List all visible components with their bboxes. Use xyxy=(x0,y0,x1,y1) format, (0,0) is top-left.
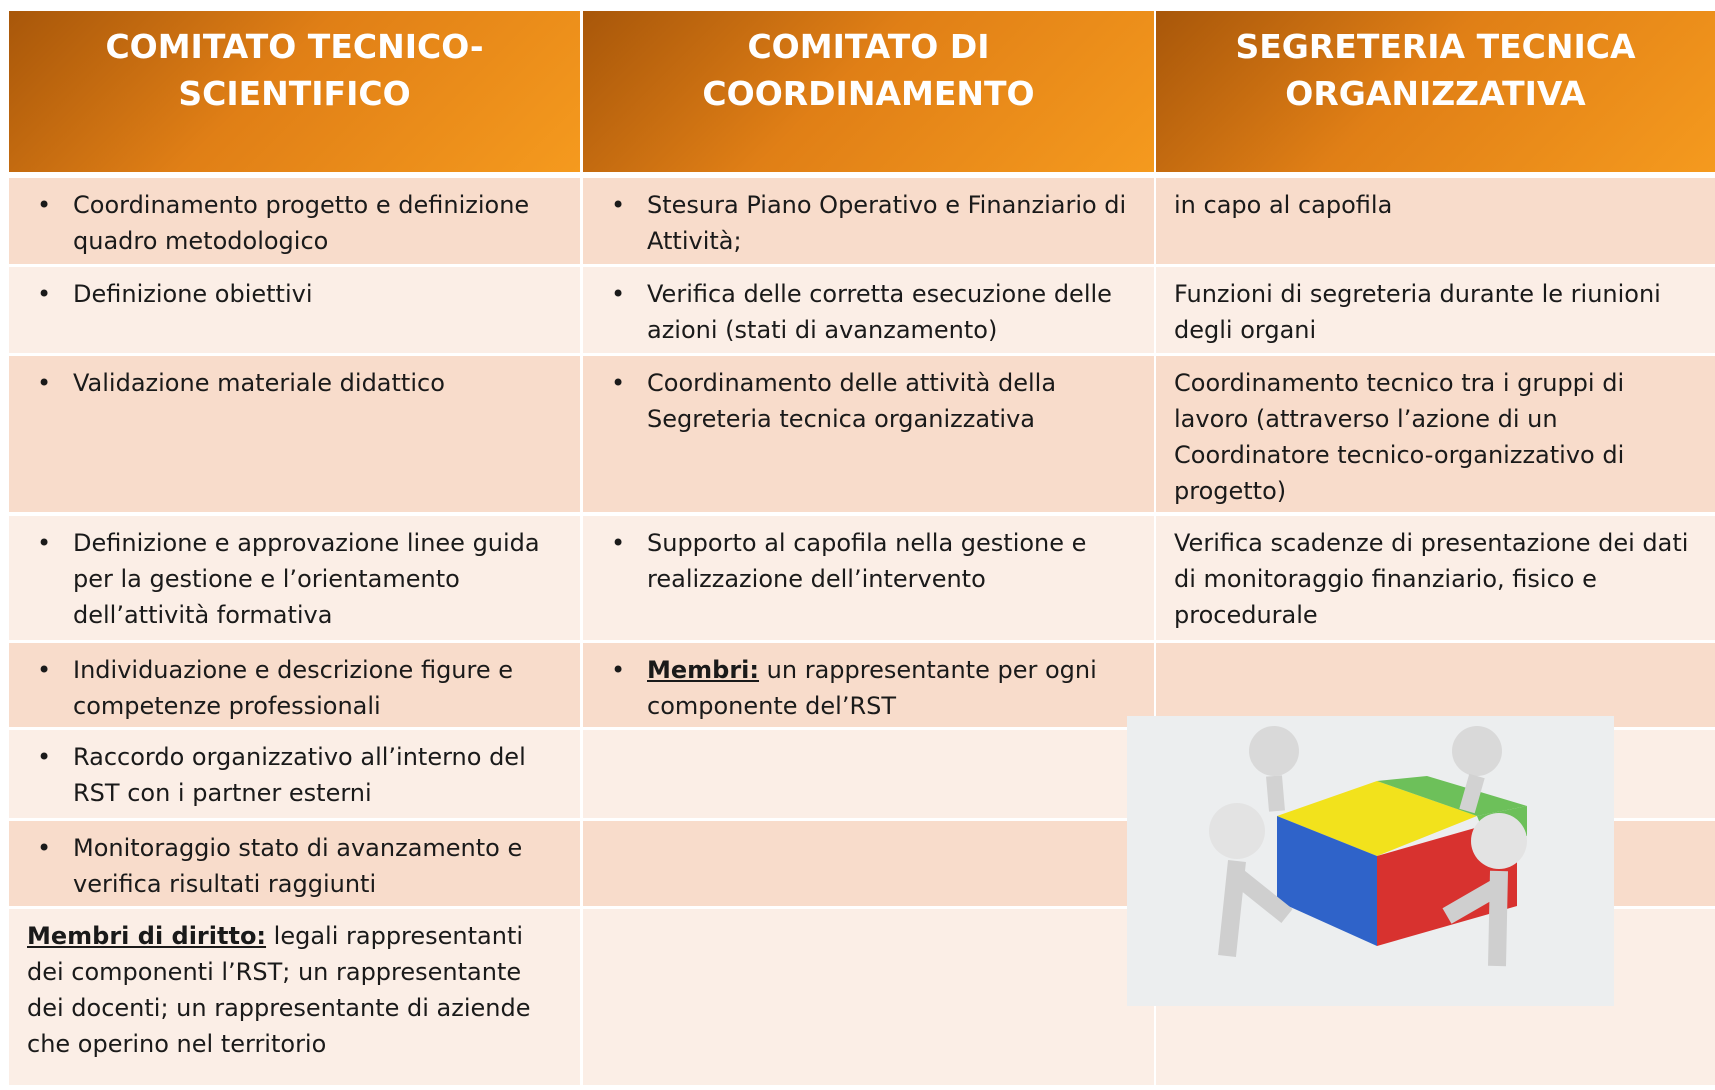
text: Individuazione e descrizione figure e co… xyxy=(73,656,514,720)
table-cell: Definizione obiettivi xyxy=(9,267,580,353)
text: Validazione materiale didattico xyxy=(73,369,445,397)
table-cell: Coordinamento delle attività della Segre… xyxy=(583,356,1154,512)
table-cell: Validazione materiale didattico xyxy=(9,356,580,512)
table-cell: Coordinamento progetto e definizione qua… xyxy=(9,178,580,264)
table-cell: Verifica delle corretta esecuzione delle… xyxy=(583,267,1154,353)
text: Coordinamento delle attività della Segre… xyxy=(647,369,1057,433)
table-cell xyxy=(1156,643,1715,727)
column-heading: COMITATO TECNICO-SCIENTIFICO xyxy=(9,11,580,172)
lab: Membri di diritto: xyxy=(27,922,267,950)
text: Definizione obiettivi xyxy=(73,280,313,308)
column-heading: COMITATO DI COORDINAMENTO xyxy=(583,11,1154,172)
table-cell: Raccordo organizzativo all’interno del R… xyxy=(9,730,580,818)
text: Verifica delle corretta esecuzione delle… xyxy=(647,280,1112,344)
text: Funzioni di segreteria durante le riunio… xyxy=(1174,280,1661,344)
table-cell: in capo al capofila xyxy=(1156,178,1715,264)
text: Verifica scadenze di presentazione dei d… xyxy=(1174,529,1689,629)
column-heading: SEGRETERIA TECNICA ORGANIZZATIVA xyxy=(1156,11,1715,172)
text: COMITATO TECNICO-SCIENTIFICO xyxy=(105,27,484,113)
table-cell: Verifica scadenze di presentazione dei d… xyxy=(1156,516,1715,640)
table-cell: Funzioni di segreteria durante le riunio… xyxy=(1156,267,1715,353)
table-cell: Supporto al capofila nella gestione e re… xyxy=(583,516,1154,640)
text: COMITATO DI COORDINAMENTO xyxy=(702,27,1035,113)
text: SEGRETERIA TECNICA ORGANIZZATIVA xyxy=(1235,27,1636,113)
table-cell xyxy=(583,909,1154,1085)
text: Monitoraggio stato di avanzamento e veri… xyxy=(73,834,523,898)
text: Definizione e approvazione linee guida p… xyxy=(73,529,540,629)
puzzle-image xyxy=(1127,716,1614,1006)
table-cell: Membri: un rappresentante per ogni compo… xyxy=(583,643,1154,727)
text: legali rappresentanti dei componenti l’R… xyxy=(27,922,531,1058)
table-cell: Stesura Piano Operativo e Finanziario di… xyxy=(583,178,1154,264)
text: Coordinamento progetto e definizione qua… xyxy=(73,191,530,255)
table-cell: Individuazione e descrizione figure e co… xyxy=(9,643,580,727)
text: un rappresentante per ogni componente de… xyxy=(647,656,1097,720)
table-cell: Membri di diritto: legali rappresentanti… xyxy=(9,909,580,1085)
text: in capo al capofila xyxy=(1174,191,1393,219)
text: Supporto al capofila nella gestione e re… xyxy=(647,529,1087,593)
table-cell: Coordinamento tecnico tra i gruppi di la… xyxy=(1156,356,1715,512)
lab: Membri: xyxy=(647,656,760,684)
text: Coordinamento tecnico tra i gruppi di la… xyxy=(1174,369,1625,505)
table-cell xyxy=(583,821,1154,906)
table-cell: Monitoraggio stato di avanzamento e veri… xyxy=(9,821,580,906)
text: Raccordo organizzativo all’interno del R… xyxy=(73,743,526,807)
table-cell: Definizione e approvazione linee guida p… xyxy=(9,516,580,640)
table-cell xyxy=(583,730,1154,818)
text: Stesura Piano Operativo e Finanziario di… xyxy=(647,191,1127,255)
